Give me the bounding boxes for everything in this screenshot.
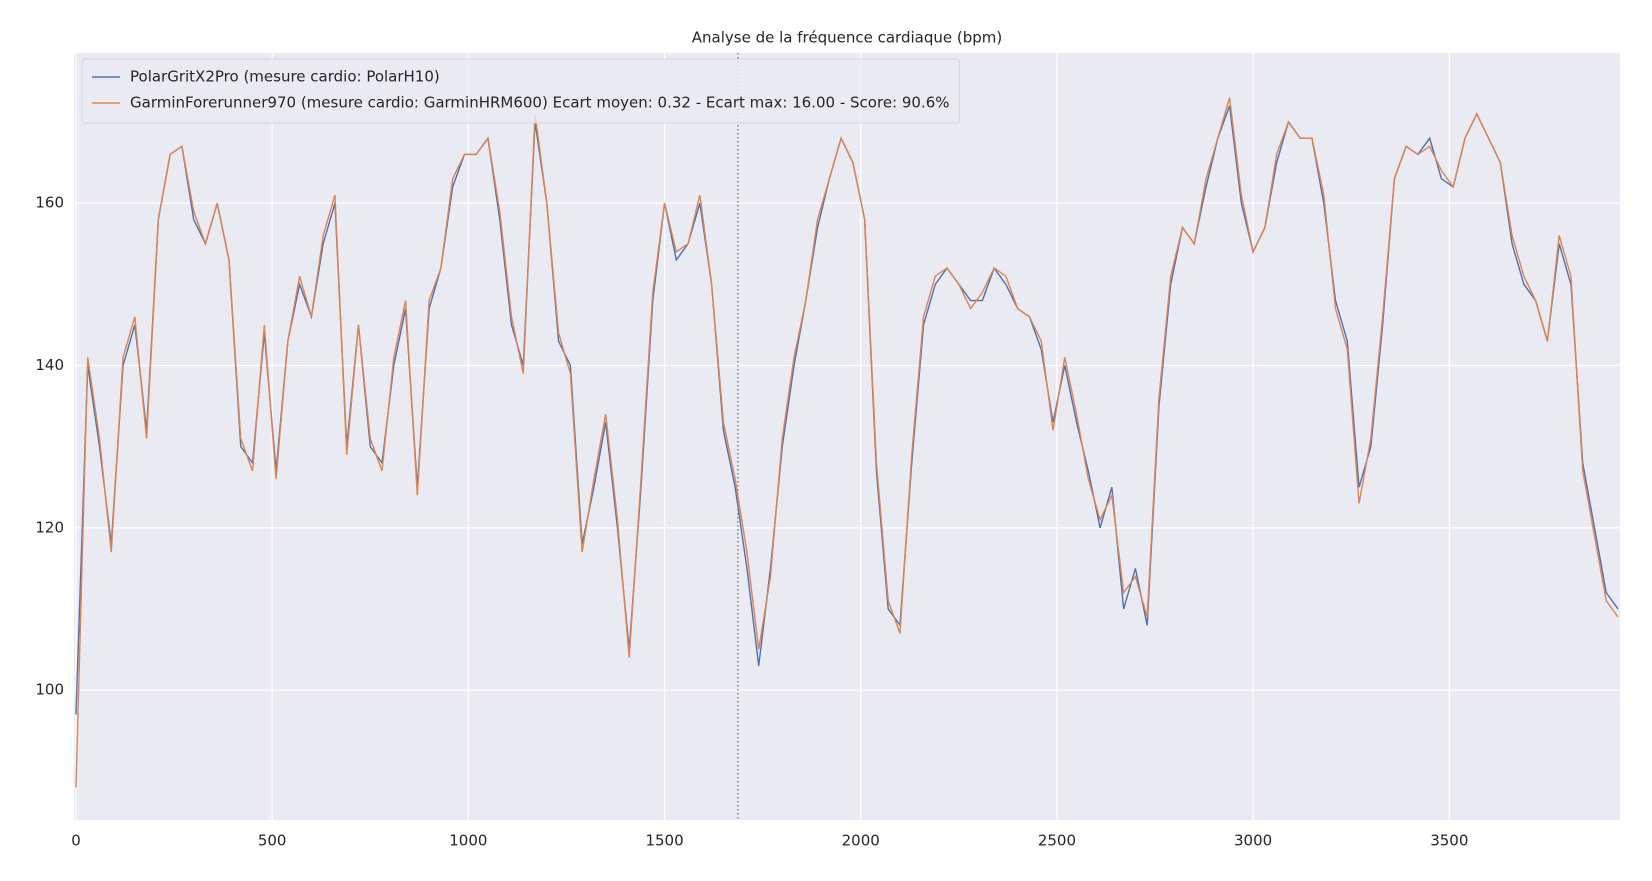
x-tick-label: 0 (71, 832, 81, 850)
y-tick-label: 100 (35, 681, 64, 699)
y-tick-label: 160 (35, 194, 64, 212)
x-tick-label: 1000 (449, 832, 487, 850)
legend-label: GarminForerunner970 (mesure cardio: Garm… (130, 94, 950, 112)
chart-title: Analyse de la fréquence cardiaque (bpm) (692, 29, 1002, 47)
plot-background (74, 53, 1620, 820)
series-line (75, 97, 1619, 788)
x-tick-label: 500 (258, 832, 287, 850)
y-tick-label: 140 (35, 356, 64, 374)
grid (74, 53, 1620, 820)
x-tick-label: 3500 (1430, 832, 1468, 850)
legend: PolarGritX2Pro (mesure cardio: PolarH10)… (81, 58, 961, 124)
lines (75, 53, 1619, 820)
x-tick-label: 3000 (1234, 832, 1272, 850)
x-tick-label: 2500 (1038, 832, 1076, 850)
x-tick-label: 2000 (842, 832, 880, 850)
legend-label: PolarGritX2Pro (mesure cardio: PolarH10) (130, 68, 440, 86)
legend-box (81, 58, 961, 124)
y-tick-label: 120 (35, 518, 64, 536)
x-tick-label: 1500 (645, 832, 683, 850)
